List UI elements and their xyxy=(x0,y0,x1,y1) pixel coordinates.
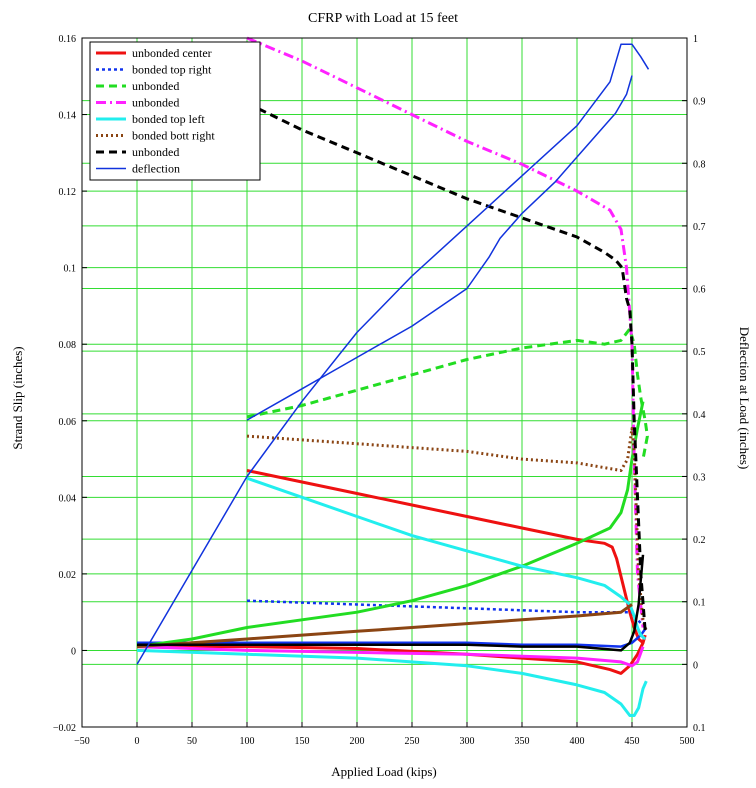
series-line-bonded-top-left xyxy=(246,476,647,641)
plot-series xyxy=(136,36,650,717)
series-line-unbonded xyxy=(136,645,645,668)
y2-tick-label: 0.5 xyxy=(693,347,706,358)
legend-box xyxy=(89,41,261,181)
x-tick-label: 450 xyxy=(625,736,640,747)
series-line-deflection xyxy=(136,43,650,665)
series-line-unbonded xyxy=(137,554,645,652)
series-line-bonded-bott-right xyxy=(246,426,648,632)
legend-label: unbonded xyxy=(132,145,179,159)
y2-tick-label: 0.7 xyxy=(693,222,706,233)
x-tick-label: 400 xyxy=(570,736,585,747)
x-tick-label: 350 xyxy=(515,736,530,747)
y-tick-label: 0.12 xyxy=(59,187,77,198)
y-tick-label: 0.14 xyxy=(59,111,77,122)
legend-label: bonded top right xyxy=(132,63,212,77)
legend-label: bonded bott right xyxy=(132,129,215,143)
y2-tick-label: 0 xyxy=(693,660,698,671)
y-tick-label: 0.1 xyxy=(64,264,77,275)
axis-ticks: −50 0 50 100 150 200 250 300 350 400 450 500 −0.02 0 0… xyxy=(53,34,706,747)
y2-tick-label: 1 xyxy=(693,34,698,45)
legend-label: bonded top left xyxy=(132,112,205,126)
y2-tick-label: 0.2 xyxy=(693,535,706,546)
y2-tick-label: 0.3 xyxy=(693,472,706,483)
y-tick-label: 0.06 xyxy=(59,417,77,428)
legend-label: unbonded xyxy=(132,96,179,110)
y2-tick-label: 0.4 xyxy=(693,410,706,421)
y2-axis-label: Deflection at Load (inches) xyxy=(737,327,752,470)
x-tick-label: 200 xyxy=(350,736,365,747)
legend: unbonded center bonded top right unbonded u… xyxy=(89,41,261,181)
y-tick-label: 0.02 xyxy=(59,570,77,581)
y-axis-label: Strand Slip (inches) xyxy=(10,346,25,449)
series-line-bonded-top-right xyxy=(246,599,647,629)
x-axis-label: Applied Load (kips) xyxy=(331,764,436,779)
legend-label: deflection xyxy=(132,162,180,176)
y2-tick-label: 0.6 xyxy=(693,285,706,296)
plot-frame xyxy=(81,37,688,728)
chart-title: CFRP with Load at 15 feet xyxy=(308,11,458,26)
y2-tick-label: 0.1 xyxy=(693,598,706,609)
x-tick-label: 50 xyxy=(187,736,197,747)
series-line-deflection xyxy=(246,75,633,421)
series-line-unbonded xyxy=(136,401,645,649)
x-tick-label: 250 xyxy=(405,736,420,747)
series-line-unbonded-center xyxy=(246,469,647,645)
y2-tick-label: 0.9 xyxy=(693,97,706,108)
y2-tick-label: 0.1 xyxy=(693,723,706,734)
y-tick-label: 0 xyxy=(71,646,76,657)
y-tick-label: 0.16 xyxy=(59,34,77,45)
series-line-bonded-top-right xyxy=(137,626,648,648)
x-tick-label: 150 xyxy=(295,736,310,747)
x-tick-label: 500 xyxy=(680,736,695,747)
x-tick-label: 0 xyxy=(135,736,140,747)
series-line-unbonded xyxy=(246,101,647,632)
series-line-bonded-bott-right xyxy=(136,603,633,649)
y2-tick-label: 0.8 xyxy=(693,159,706,170)
y-tick-label: 0.04 xyxy=(59,493,77,504)
legend-label: unbonded xyxy=(132,79,179,93)
series-line-bonded-top-left xyxy=(136,648,648,717)
y-tick-label: 0.08 xyxy=(59,340,77,351)
x-tick-label: 100 xyxy=(240,736,255,747)
x-tick-label: −50 xyxy=(74,736,90,747)
series-line-unbonded-center xyxy=(137,642,645,675)
x-tick-label: 300 xyxy=(460,736,475,747)
y-tick-label: −0.02 xyxy=(53,723,76,734)
legend-label: unbonded center xyxy=(132,46,212,60)
